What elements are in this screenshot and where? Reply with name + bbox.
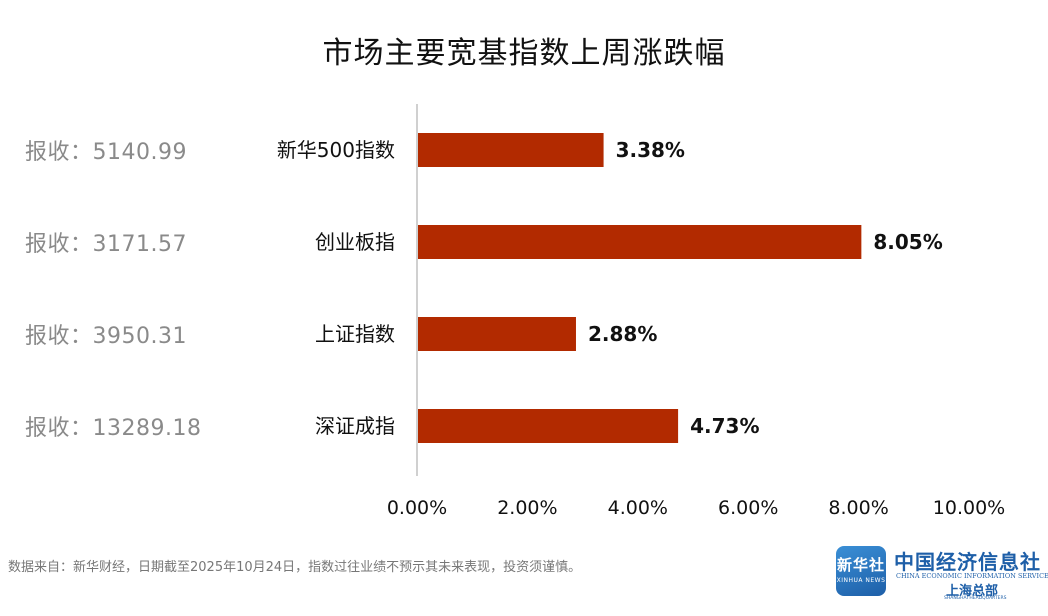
x-tick-label-2: 4.00%	[608, 497, 668, 519]
close-label-xinhua500: 报收：5140.99	[25, 140, 187, 165]
source-footnote: 数据来自：新华财经，日期截至2025年10月24日，指数过往业绩不预示其未来表现…	[8, 560, 582, 575]
value-label-0: 3.38%	[616, 138, 685, 162]
category-label-3: 深证成指	[315, 414, 395, 438]
x-tick-label-3: 6.00%	[718, 497, 778, 519]
value-label-2: 2.88%	[588, 322, 657, 346]
value-label-3: 4.73%	[690, 414, 759, 438]
category-label-1: 创业板指	[315, 230, 395, 254]
value-label-1: 8.05%	[873, 230, 942, 254]
close-label-sse-composite: 报收：3950.31	[25, 324, 187, 349]
xinhua-icon-en: XINHUA NEWS	[836, 577, 886, 584]
x-tick-label-0: 0.00%	[387, 497, 447, 519]
close-label-szse-component: 报收：13289.18	[25, 416, 202, 441]
ceis-logo: 新华社 XINHUA NEWS 中国经济信息社 CHINA ECONOMIC I…	[836, 546, 1048, 601]
bar-3	[418, 409, 679, 443]
close-label-chinext: 报收：3171.57	[25, 232, 187, 257]
org-name: 中国经济信息社	[894, 550, 1041, 574]
x-tick-label-1: 2.00%	[497, 497, 557, 519]
x-tick-label-4: 8.00%	[828, 497, 888, 519]
bar-chart: 新华500指数 3.38% 创业板指 8.05% 上证指数 2.88% 深证成指 4.73% 0…	[277, 104, 1005, 519]
branch-name: 上海总部	[946, 584, 999, 599]
x-tick-label-5: 10.00%	[933, 497, 1005, 519]
category-label-2: 上证指数	[315, 322, 395, 346]
category-label-0: 新华500指数	[277, 138, 395, 162]
chart-title: 市场主要宽基指数上周涨跌幅	[322, 36, 726, 71]
bar-0	[418, 133, 604, 167]
bar-1	[418, 225, 862, 259]
bar-2	[418, 317, 576, 351]
xinhua-icon: 新华社 XINHUA NEWS	[836, 546, 886, 596]
xinhua-icon-text: 新华社	[836, 556, 885, 574]
branch-name-en: SHANGHAI HEADQUARTERS	[944, 596, 1007, 601]
org-name-en: CHINA ECONOMIC INFORMATION SERVICE	[896, 572, 1048, 580]
